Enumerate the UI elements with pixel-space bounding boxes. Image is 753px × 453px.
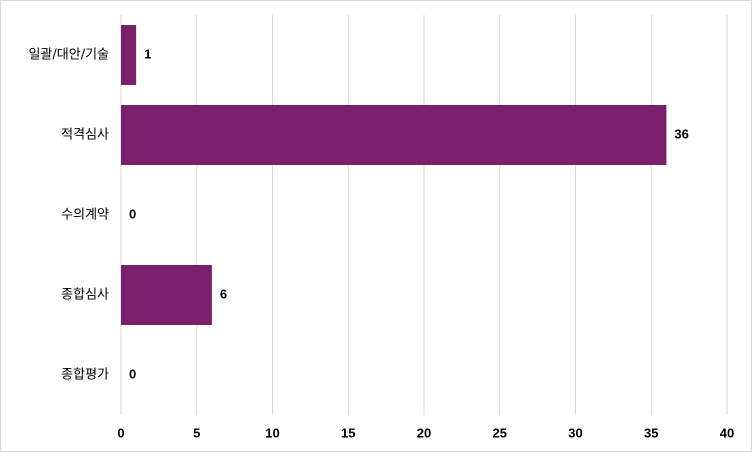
x-tick-label: 25 (493, 425, 507, 440)
x-tick-label: 15 (341, 425, 355, 440)
data-label: 6 (220, 286, 227, 301)
y-tick-label: 종합평가 (61, 368, 109, 383)
x-tick-label: 20 (417, 425, 431, 440)
y-tick-label: 종합심사 (61, 288, 109, 303)
x-tick-label: 35 (644, 425, 658, 440)
y-tick-label: 수의계약 (61, 208, 109, 223)
x-tick-label: 5 (193, 425, 200, 440)
data-label: 0 (129, 206, 136, 221)
bar (121, 105, 667, 165)
data-label: 0 (129, 366, 136, 381)
x-tick-label: 10 (265, 425, 279, 440)
x-tick-label: 0 (117, 425, 124, 440)
x-tick-label: 30 (568, 425, 582, 440)
data-label: 1 (144, 46, 151, 61)
x-tick-label: 40 (720, 425, 734, 440)
data-label: 36 (674, 126, 688, 141)
bar (121, 265, 212, 325)
y-tick-label: 일괄/대안/기술 (28, 48, 109, 63)
y-tick-label: 적격심사 (61, 128, 109, 143)
bar (121, 25, 137, 85)
